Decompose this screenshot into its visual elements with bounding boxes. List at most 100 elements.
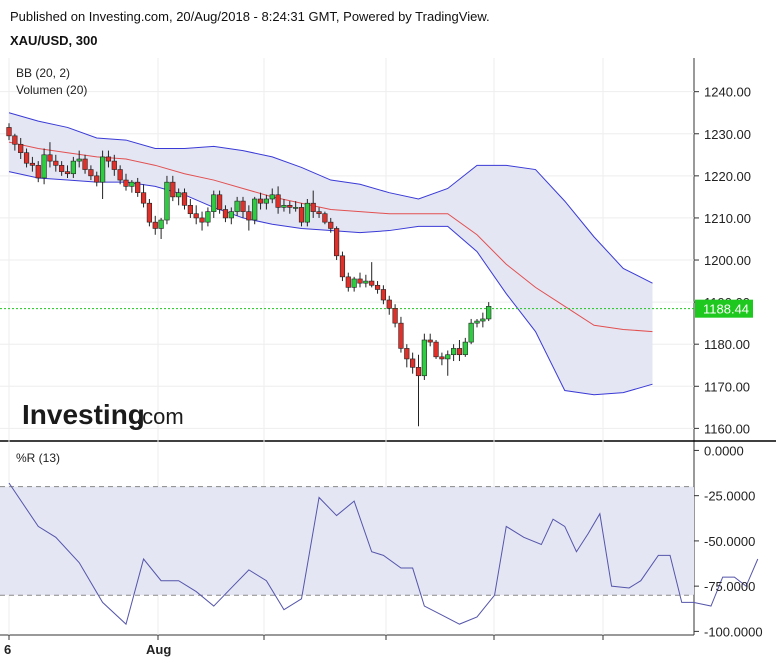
candle-body (322, 213, 328, 223)
logo-main-text: Investing (22, 399, 145, 430)
candle (433, 339, 439, 359)
candle-body (240, 200, 246, 212)
candle-body (380, 289, 387, 301)
candle (193, 205, 199, 225)
candle-body (234, 200, 240, 212)
candle-body (468, 322, 474, 343)
candle (181, 188, 188, 210)
candle (100, 150, 106, 199)
candle-body (445, 354, 451, 360)
candle-body (287, 205, 293, 208)
candle (252, 196, 258, 225)
candle (328, 217, 334, 233)
candle-body (398, 322, 404, 349)
candle (59, 161, 65, 176)
candle-body (269, 194, 275, 200)
candle (345, 272, 351, 292)
candle (263, 194, 270, 210)
candle-body (181, 192, 188, 206)
candle (222, 205, 229, 223)
candle (70, 156, 76, 178)
bb-fill (9, 112, 653, 395)
bollinger-bands (0, 112, 694, 396)
candle (298, 203, 305, 227)
candle (158, 217, 164, 239)
williams-r (0, 482, 759, 626)
wr-series-line (8, 482, 759, 626)
candle (269, 188, 275, 204)
candle-body (298, 207, 305, 223)
candle (351, 276, 357, 292)
candle (369, 262, 375, 288)
candle (427, 333, 433, 347)
price-tick-label-1: 1230.00 (704, 127, 751, 142)
candle (380, 285, 387, 305)
wr-tick-label-4: -100.0000 (704, 624, 763, 639)
time-tick-label-0: 6 (4, 642, 11, 657)
candle-body (486, 306, 492, 320)
candle-body (176, 192, 182, 198)
candle-body (316, 211, 322, 215)
candle (23, 148, 30, 168)
candle-body (82, 158, 88, 170)
candle-body (205, 211, 211, 223)
candle (386, 295, 392, 315)
candle (146, 198, 153, 227)
candle-body (263, 198, 270, 204)
candle (140, 184, 147, 208)
candle-body (12, 135, 18, 145)
candle-body (462, 341, 468, 356)
candle (152, 215, 158, 235)
candle-body (23, 152, 30, 164)
candle-body (29, 162, 36, 166)
candle-body (415, 367, 422, 377)
candle-body (257, 198, 264, 204)
candle-body (59, 165, 65, 172)
wr-tick-label-3: -75.0000 (704, 579, 755, 594)
candle (6, 123, 12, 141)
bb-basis-line (8, 141, 653, 333)
candle-body (105, 156, 112, 162)
candle-body (363, 280, 369, 284)
candle (357, 272, 363, 288)
candle-body (386, 299, 392, 309)
candle-body (158, 219, 164, 229)
candle (439, 352, 445, 366)
candle-body (135, 181, 141, 193)
candle-body (351, 278, 357, 288)
candle-body (374, 284, 381, 290)
candle (123, 173, 129, 191)
candle-body (217, 194, 223, 210)
candle (257, 192, 264, 210)
candle-body (123, 179, 129, 187)
candlesticks (6, 123, 492, 427)
candle (29, 156, 36, 172)
candle (82, 154, 88, 174)
candle-body (100, 156, 106, 183)
candle (462, 337, 468, 357)
price-tick-label-6: 1180.00 (704, 337, 750, 352)
candle-body (117, 169, 123, 181)
candle (88, 165, 94, 181)
candle (228, 207, 234, 225)
candle-body (328, 221, 334, 229)
candle-body (170, 181, 176, 198)
candle (211, 190, 217, 218)
candle-body (480, 318, 486, 322)
candle-body (146, 202, 153, 223)
candle-body (228, 211, 234, 219)
last-price-label: 1188.44 (703, 302, 749, 317)
candle (293, 201, 299, 212)
candle (41, 148, 47, 185)
candle-body (421, 339, 427, 377)
candle-body (357, 278, 363, 284)
candle-body (18, 143, 24, 153)
candle (205, 207, 211, 227)
volume-indicator-label: Volumen (20) (16, 83, 87, 97)
candle (363, 274, 369, 288)
candle-body (199, 217, 205, 223)
price-tick-label-8: 1160.00 (704, 421, 750, 436)
price-tick-label-2: 1220.00 (704, 169, 751, 184)
wr-indicator-label: %R (13) (16, 451, 60, 465)
